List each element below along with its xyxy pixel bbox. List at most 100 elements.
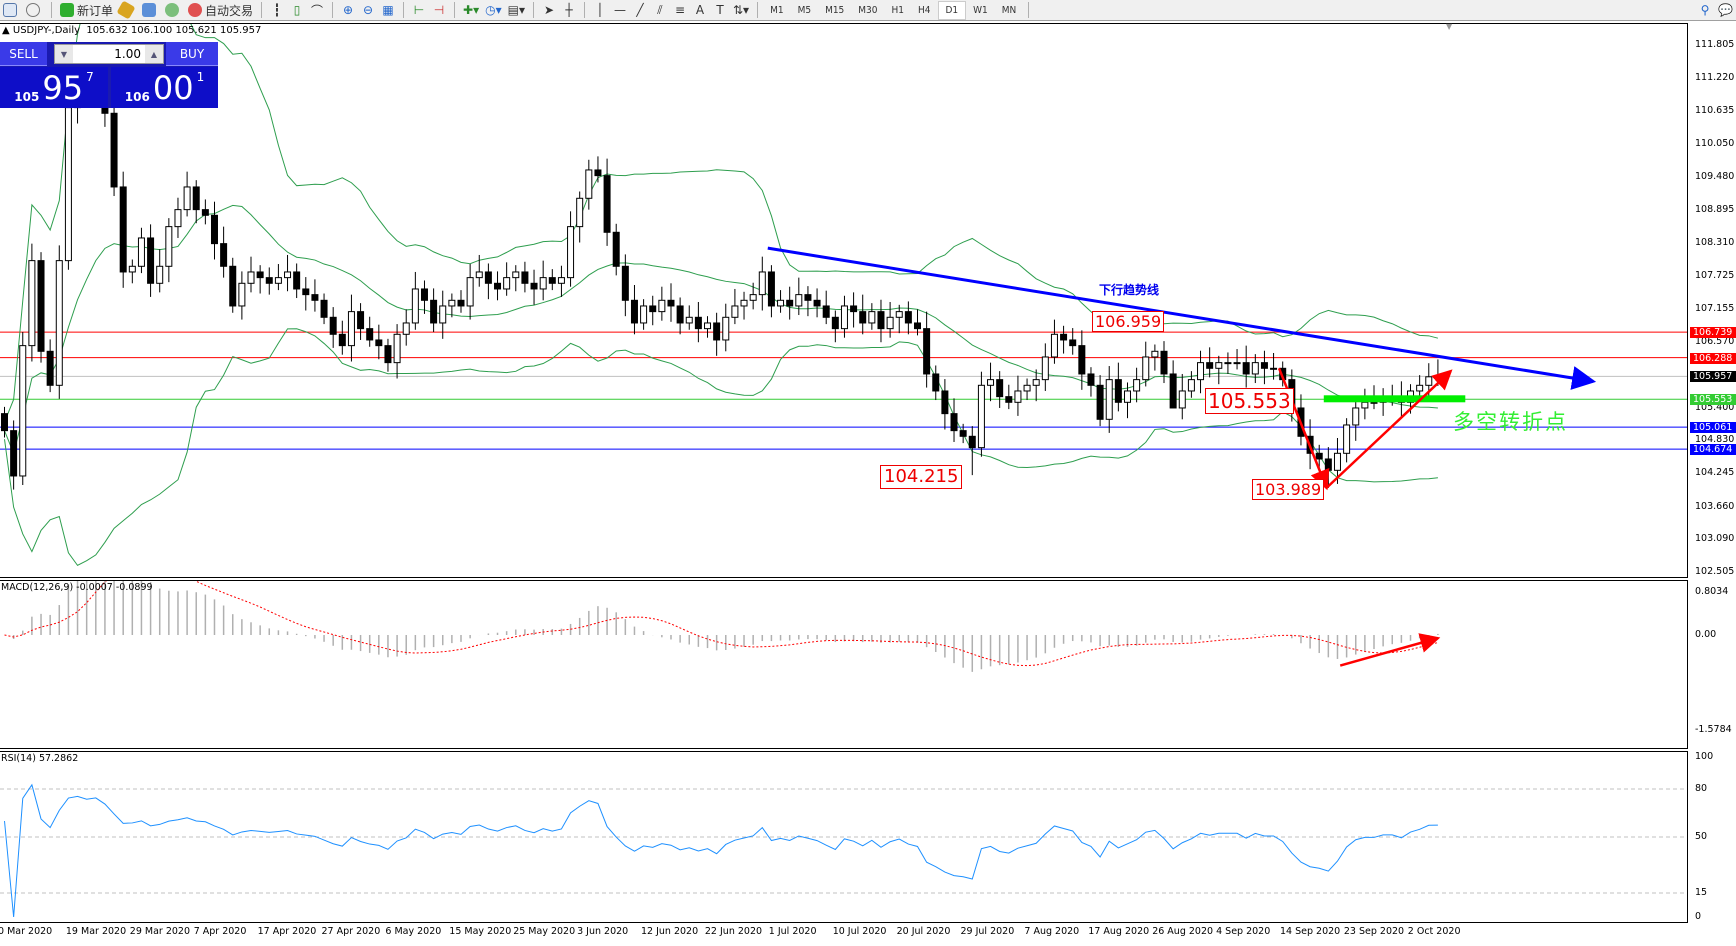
text-button[interactable]: A <box>690 1 710 20</box>
zoom-in-button[interactable]: ⊕ <box>338 1 358 20</box>
candle <box>183 171 191 217</box>
candle <box>311 279 319 312</box>
candle-body <box>658 299 666 313</box>
signals-button[interactable] <box>162 1 185 20</box>
zoom-out-button[interactable]: ⊖ <box>358 1 378 20</box>
macd-axis-label: 0.00 <box>1695 629 1717 640</box>
new-order-label: 新订单 <box>77 3 114 18</box>
candle-body <box>996 379 1004 398</box>
candle-body <box>1032 379 1040 386</box>
candle <box>594 156 602 183</box>
rsi-pane <box>0 751 1688 923</box>
price-axis-label: 104.245 <box>1695 467 1735 479</box>
candle <box>704 316 712 338</box>
price-line-badge: 105.957 <box>1690 371 1736 383</box>
cursor-button[interactable]: ➤ <box>539 1 559 20</box>
candle-body <box>850 305 858 313</box>
periods-button[interactable]: ◷▾ <box>482 1 505 20</box>
candle <box>567 211 575 287</box>
date-axis-label: 4 Sep 2020 <box>1216 926 1271 937</box>
timeframe-h1[interactable]: H1 <box>891 4 905 16</box>
trendline-button[interactable]: ╱ <box>630 1 650 20</box>
horizontal-line-icon: — <box>613 3 626 17</box>
chart-shift-marker[interactable]: ▼ <box>1446 22 1453 31</box>
chart-icon <box>3 3 17 17</box>
candle-body <box>1151 350 1159 358</box>
text-label-button[interactable]: T <box>710 1 730 20</box>
candle <box>1160 341 1168 384</box>
clock-icon: ◷▾ <box>485 3 502 17</box>
crosshair-button[interactable]: ┼ <box>559 1 579 20</box>
templates-button[interactable]: ▤▾ <box>505 1 528 20</box>
candle-body <box>977 384 985 449</box>
candle-body <box>1260 362 1268 369</box>
candle-body <box>777 299 785 307</box>
new-chart-button[interactable] <box>0 1 23 20</box>
indicators-button[interactable]: ✚▾ <box>460 1 482 20</box>
candle-body <box>968 435 976 449</box>
candlestick-button[interactable]: ▯ <box>287 1 307 20</box>
candle <box>320 293 328 325</box>
lot-increase-icon[interactable]: ▲ <box>145 45 163 63</box>
terminal-button[interactable] <box>139 1 162 20</box>
lot-value[interactable]: 1.00 <box>114 47 141 61</box>
candle <box>1197 350 1205 394</box>
timeframe-m1[interactable]: M1 <box>770 4 784 16</box>
line-chart-button[interactable]: ⌒ <box>307 1 327 20</box>
buy-price[interactable]: 106 00 1 <box>111 67 218 108</box>
candle <box>293 263 301 299</box>
trendline-icon: ╱ <box>636 3 644 17</box>
candle <box>439 290 447 339</box>
chat-icon: 💬 <box>1718 3 1733 17</box>
equidistant-channel-button[interactable]: ⫽ <box>650 1 670 20</box>
horizontal-line-button[interactable]: — <box>610 1 630 20</box>
timeframe-mn[interactable]: MN <box>1001 4 1017 16</box>
new-order-button[interactable]: 新订单 <box>57 1 116 20</box>
fibonacci-button[interactable]: ≡ <box>670 1 690 20</box>
auto-trading-button[interactable]: 自动交易 <box>185 1 256 20</box>
candle-body <box>37 260 45 352</box>
chat-button[interactable]: 💬 <box>1715 1 1736 20</box>
candle <box>895 304 903 334</box>
timeframe-m30[interactable]: M30 <box>858 4 878 16</box>
candle-body <box>1187 379 1195 392</box>
sell-button[interactable]: SELL <box>0 42 47 66</box>
candle <box>1233 349 1241 370</box>
candle <box>1224 352 1232 374</box>
candle-body <box>1160 350 1168 375</box>
tile-windows-button[interactable]: ▦ <box>378 1 398 20</box>
candle-body <box>147 237 155 284</box>
candle <box>1343 418 1351 463</box>
candle <box>494 271 502 301</box>
candle <box>795 277 803 316</box>
text-icon: A <box>695 3 705 17</box>
navigator-button[interactable] <box>23 1 46 20</box>
timeframe-m5[interactable]: M5 <box>797 4 812 16</box>
candle <box>147 224 155 297</box>
candle <box>366 316 374 347</box>
timeframe-d1[interactable]: D1 <box>937 0 967 20</box>
lot-decrease-icon[interactable]: ▼ <box>55 45 73 63</box>
candle <box>621 254 629 317</box>
lot-stepper[interactable]: ▼ 1.00 ▲ <box>54 44 164 64</box>
auto-scroll-button[interactable]: ⊢ <box>409 1 429 20</box>
sell-price[interactable]: 105 95 7 <box>0 67 108 108</box>
candle <box>877 299 885 343</box>
arrows-button[interactable]: ⇅▾ <box>730 1 752 20</box>
candle <box>1133 367 1141 403</box>
candle <box>777 290 785 313</box>
bar-chart-button[interactable]: ┇ <box>267 1 287 20</box>
chart-shift-button[interactable]: ⊣ <box>429 1 449 20</box>
symbol-label: USDJPY-,Daily <box>12 25 81 36</box>
candle-body <box>201 209 209 216</box>
timeframe-h4[interactable]: H4 <box>918 4 931 16</box>
timeframe-w1[interactable]: W1 <box>973 4 988 16</box>
vertical-line-button[interactable]: │ <box>590 1 610 20</box>
candle <box>1215 355 1223 385</box>
search-button[interactable]: ⚲ <box>1695 1 1715 20</box>
candle-body <box>950 413 958 432</box>
buy-button[interactable]: BUY <box>166 42 218 66</box>
timeframe-m15[interactable]: M15 <box>825 4 845 16</box>
candle-body <box>1096 384 1104 420</box>
